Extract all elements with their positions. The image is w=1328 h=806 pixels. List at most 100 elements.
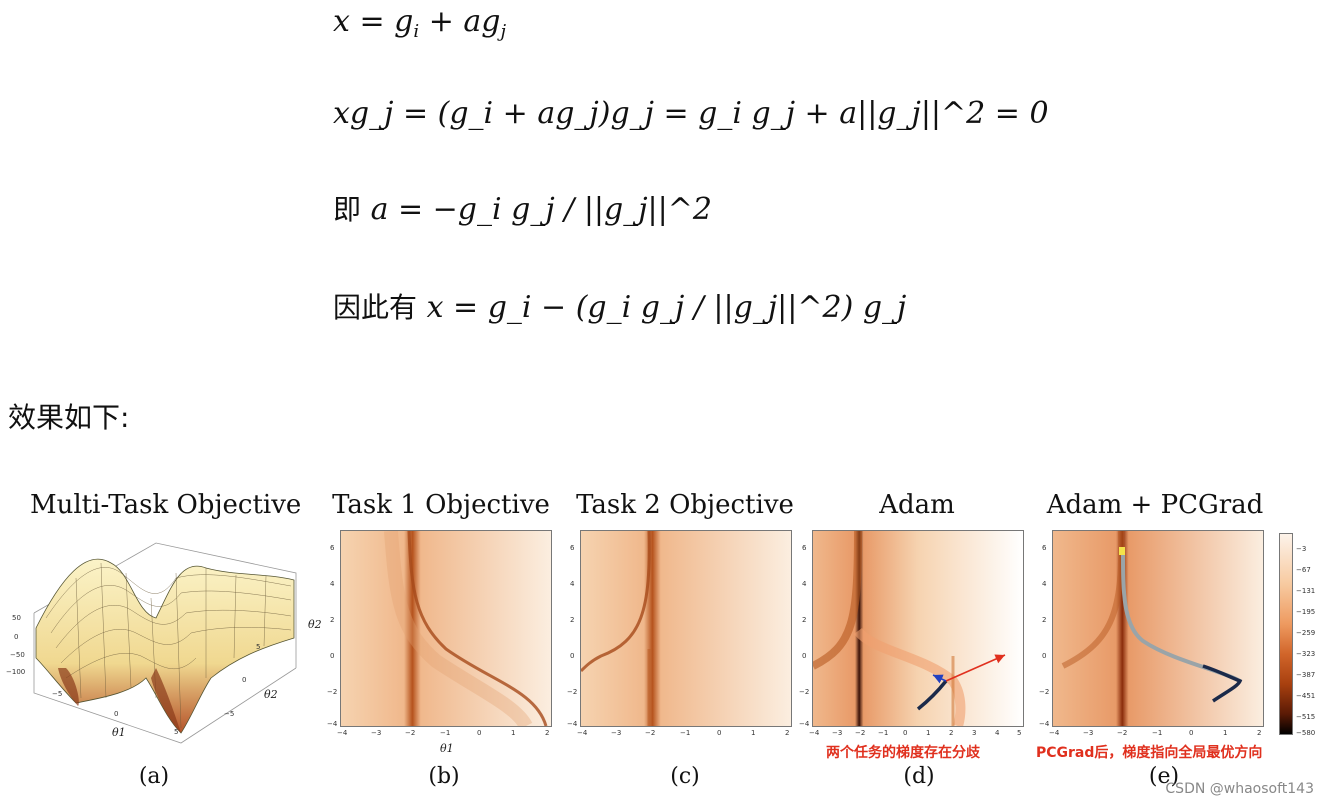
b-ytick-neg4: −4 bbox=[327, 720, 338, 728]
watermark: CSDN @whaosoft143 bbox=[1165, 781, 1314, 797]
c-xtick-neg2: −2 bbox=[645, 729, 656, 737]
c-ytick-6: 6 bbox=[570, 544, 575, 552]
b-ytick-neg2: −2 bbox=[327, 688, 338, 696]
b-xlabel: θ1 bbox=[440, 742, 454, 755]
surface-z-tick-50: 50 bbox=[12, 614, 21, 622]
b-xtick-1: 1 bbox=[511, 729, 516, 737]
c-xtick-1: 1 bbox=[751, 729, 756, 737]
caption-b: (b) bbox=[428, 764, 460, 789]
cbar-tick-5: −323 bbox=[1296, 650, 1316, 658]
e-ytick-4: 4 bbox=[1042, 580, 1047, 588]
surface-box-front bbox=[33, 613, 297, 744]
surface-z-tick-neg50: −50 bbox=[10, 651, 25, 659]
d-xtick-neg2: −2 bbox=[855, 729, 866, 737]
panel-c-title: Task 2 Objective bbox=[576, 490, 794, 520]
panel-d-annotation: 两个任务的梯度存在分歧 bbox=[826, 745, 980, 761]
eq1-agj-sub: j bbox=[500, 21, 507, 42]
c-ytick-neg2: −2 bbox=[567, 688, 578, 696]
d-xtick-5: 5 bbox=[1017, 729, 1022, 737]
colorbar bbox=[1279, 533, 1293, 735]
d-ytick-0: 0 bbox=[802, 652, 807, 660]
panel-d-title: Adam bbox=[879, 490, 955, 520]
b-xtick-neg4: −4 bbox=[337, 729, 348, 737]
e-xtick-neg4: −4 bbox=[1049, 729, 1060, 737]
surface-y-tick-5: 5 bbox=[256, 643, 261, 651]
cbar-tick-3: −195 bbox=[1296, 608, 1316, 616]
d-ytick-neg4: −4 bbox=[799, 720, 810, 728]
cbar-tick-6: −387 bbox=[1296, 671, 1316, 679]
eq1-agj: ag bbox=[463, 4, 501, 39]
e-ytick-2: 2 bbox=[1042, 616, 1047, 624]
d-xtick-neg4: −4 bbox=[809, 729, 820, 737]
d-ytick-neg2: −2 bbox=[799, 688, 810, 696]
panel-c-contour bbox=[580, 530, 792, 727]
c-xtick-neg1: −1 bbox=[680, 729, 691, 737]
equation-line-1: x = gi + agj bbox=[333, 4, 506, 42]
surface-x-tick-neg5: −5 bbox=[52, 690, 63, 698]
surface-mesh bbox=[35, 558, 295, 734]
c-ytick-0: 0 bbox=[570, 652, 575, 660]
surface-x-tick-5: 5 bbox=[174, 728, 179, 736]
d-xtick-3: 3 bbox=[972, 729, 977, 737]
surface-x-tick-0: 0 bbox=[114, 710, 119, 718]
d-xtick-0: 0 bbox=[903, 729, 908, 737]
cbar-tick-4: −259 bbox=[1296, 629, 1316, 637]
eq1-plus: + bbox=[428, 4, 454, 39]
panel-e-contour bbox=[1052, 530, 1264, 727]
eq4-prefix: 因此有 bbox=[333, 291, 418, 324]
caption-c: (c) bbox=[670, 764, 700, 789]
b-ytick-0: 0 bbox=[330, 652, 335, 660]
surface-y-tick-neg5: −5 bbox=[224, 710, 235, 718]
e-xtick-2: 2 bbox=[1257, 729, 1262, 737]
d-xtick-1: 1 bbox=[926, 729, 931, 737]
caption-d: (d) bbox=[903, 764, 935, 789]
d-ytick-2: 2 bbox=[802, 616, 807, 624]
cbar-tick-0: −3 bbox=[1296, 545, 1307, 553]
caption-a: (a) bbox=[138, 764, 170, 789]
cbar-tick-9: −580 bbox=[1296, 729, 1316, 737]
surface-z-tick-0: 0 bbox=[14, 633, 19, 641]
c-xtick-2: 2 bbox=[785, 729, 790, 737]
b-ylabel: θ2 bbox=[308, 618, 322, 631]
caption-e: (e) bbox=[1148, 764, 1180, 789]
panel-a-title: Multi-Task Objective bbox=[30, 490, 302, 520]
eq4-text: x = g_i − (g_i g_j / ||g_j||^2) g_j bbox=[426, 290, 907, 325]
cbar-tick-8: −515 bbox=[1296, 713, 1316, 721]
d-xtick-neg1: −1 bbox=[878, 729, 889, 737]
cbar-tick-7: −451 bbox=[1296, 692, 1316, 700]
b-xtick-neg3: −3 bbox=[371, 729, 382, 737]
e-ytick-neg4: −4 bbox=[1039, 720, 1050, 728]
e-xtick-0: 0 bbox=[1189, 729, 1194, 737]
cbar-tick-1: −67 bbox=[1296, 566, 1311, 574]
panel-e-annotation: PCGrad后，梯度指向全局最优方向 bbox=[1036, 745, 1263, 761]
panel-a-surface-plot: 50 0 −50 −100 −5 0 5 5 0 −5 θ1 θ2 bbox=[6, 518, 306, 748]
surface-x-label: θ1 bbox=[112, 726, 126, 739]
b-ytick-6: 6 bbox=[330, 544, 335, 552]
panel-e-title: Adam + PCGrad bbox=[1046, 490, 1264, 520]
e-xtick-1: 1 bbox=[1223, 729, 1228, 737]
eq1-x: x bbox=[333, 4, 350, 39]
panel-b-contour bbox=[340, 530, 552, 727]
d-xtick-4: 4 bbox=[995, 729, 1000, 737]
d-ytick-6: 6 bbox=[802, 544, 807, 552]
cbar-tick-2: −131 bbox=[1296, 587, 1316, 595]
d-xtick-neg3: −3 bbox=[832, 729, 843, 737]
equation-line-3: 即 a = −g_i g_j / ||g_j||^2 bbox=[333, 188, 712, 228]
e-xtick-neg1: −1 bbox=[1152, 729, 1163, 737]
equation-line-2: xg_j = (g_i + ag_j)g_j = g_i g_j + a||g_… bbox=[333, 96, 1049, 131]
eq1-gi: g bbox=[394, 4, 414, 39]
panel-b-title: Task 1 Objective bbox=[332, 490, 550, 520]
c-ytick-neg4: −4 bbox=[567, 720, 578, 728]
surface-y-label: θ2 bbox=[264, 688, 278, 701]
e-ytick-6: 6 bbox=[1042, 544, 1047, 552]
eq3-prefix: 即 bbox=[333, 193, 362, 226]
eq1-gi-sub: i bbox=[413, 21, 420, 42]
surface-z-tick-neg100: −100 bbox=[6, 668, 26, 676]
panel-d-contour bbox=[812, 530, 1024, 727]
e-ytick-0: 0 bbox=[1042, 652, 1047, 660]
c-ytick-2: 2 bbox=[570, 616, 575, 624]
surface-svg bbox=[33, 542, 297, 744]
b-xtick-neg2: −2 bbox=[405, 729, 416, 737]
e-xtick-neg2: −2 bbox=[1117, 729, 1128, 737]
b-xtick-2: 2 bbox=[545, 729, 550, 737]
